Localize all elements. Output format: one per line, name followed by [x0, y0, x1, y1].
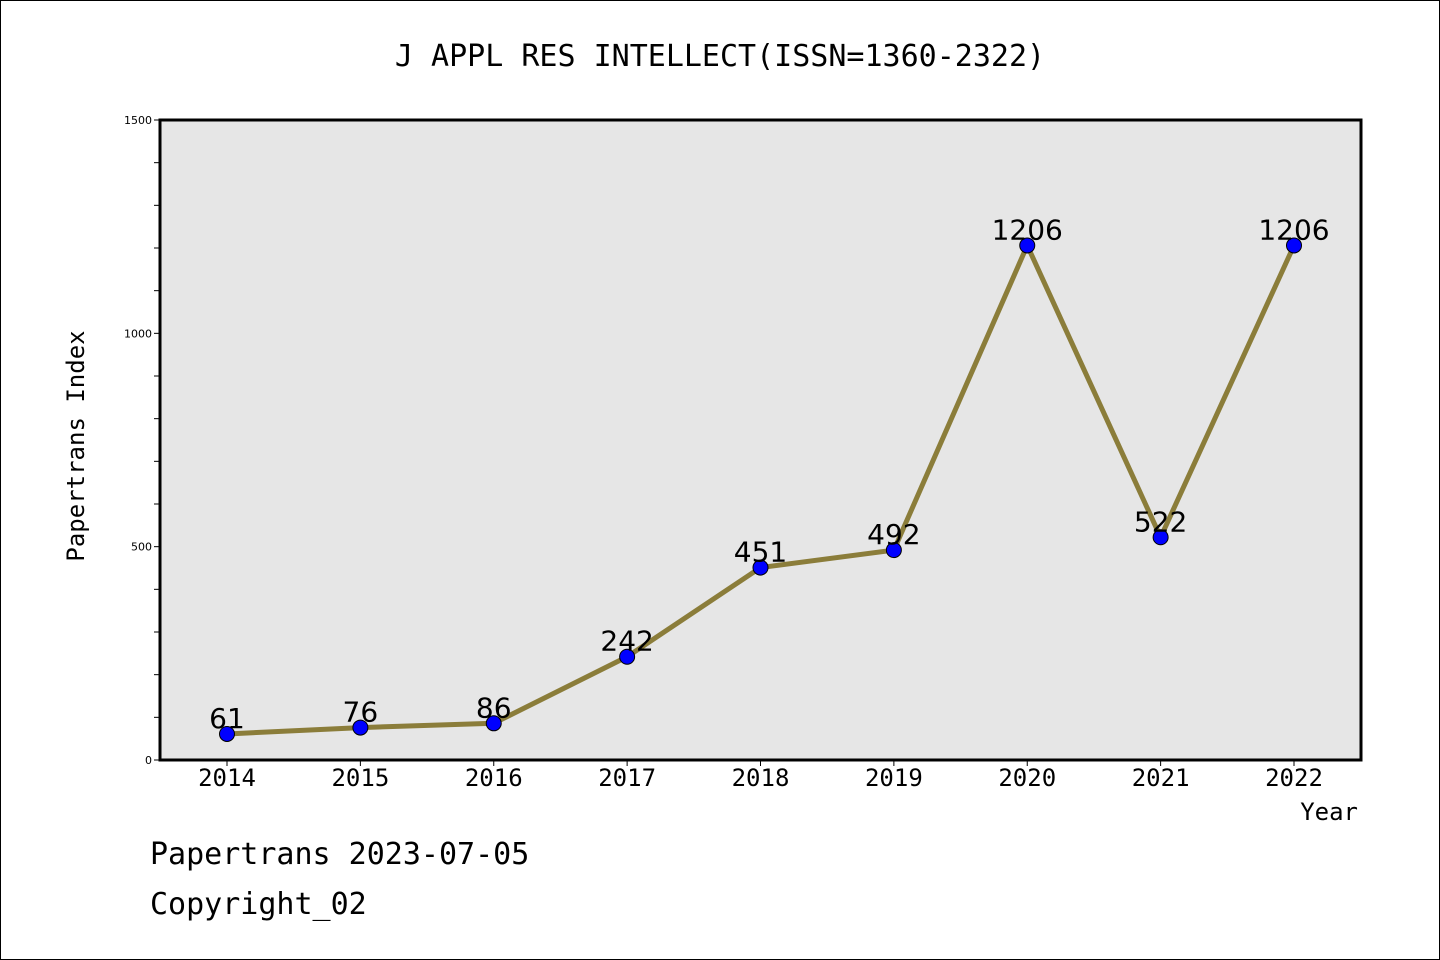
x-tick-label: 2020	[998, 764, 1056, 792]
series-layer: 61 76 86 242 451 492 1206 522 1206	[209, 213, 1330, 742]
y-tick-label: 500	[131, 541, 152, 554]
y-axis: 0 500 1000 1500	[124, 114, 160, 767]
x-axis: 2014 2015 2016 2017 2018 2019 2020 2021 2022	[198, 760, 1323, 792]
plot-area	[158, 118, 1363, 762]
data-point	[219, 725, 235, 742]
y-axis-label: Papertrans Index	[62, 330, 90, 561]
x-axis-label: Year	[1300, 798, 1358, 826]
data-point	[752, 559, 769, 576]
data-label: 86	[476, 691, 512, 724]
data-point	[352, 719, 369, 736]
data-label: 522	[1134, 505, 1187, 538]
y-tick-label: 1500	[124, 114, 152, 127]
x-tick-label: 2022	[1265, 764, 1323, 792]
x-tick-label: 2018	[732, 764, 790, 792]
x-tick-label: 2017	[598, 764, 656, 792]
x-tick-label: 2016	[465, 764, 523, 792]
x-tick-label: 2014	[198, 764, 256, 792]
data-point	[485, 715, 502, 732]
data-point	[885, 542, 902, 559]
data-point	[1019, 237, 1036, 254]
data-point	[1286, 237, 1302, 254]
data-point	[619, 648, 636, 665]
footer-line-1: Papertrans 2023-07-05	[150, 837, 529, 872]
x-tick-label: 2021	[1132, 764, 1190, 792]
data-label: 1206	[992, 213, 1063, 246]
chart-title: J APPL RES INTELLECT(ISSN=1360-2322)	[395, 39, 1045, 74]
x-tick-label: 2015	[331, 764, 389, 792]
data-point	[1152, 529, 1169, 546]
data-label: 451	[734, 536, 787, 569]
data-label: 492	[867, 518, 920, 551]
data-label: 61	[209, 702, 245, 735]
y-tick-label: 1000	[124, 327, 152, 340]
data-label: 242	[600, 625, 653, 658]
footer-line-2: Copyright_02	[150, 887, 367, 922]
x-tick-label: 2019	[865, 764, 923, 792]
data-label: 76	[343, 696, 379, 729]
data-label: 1206	[1258, 213, 1329, 246]
y-tick-label: 0	[145, 754, 152, 767]
